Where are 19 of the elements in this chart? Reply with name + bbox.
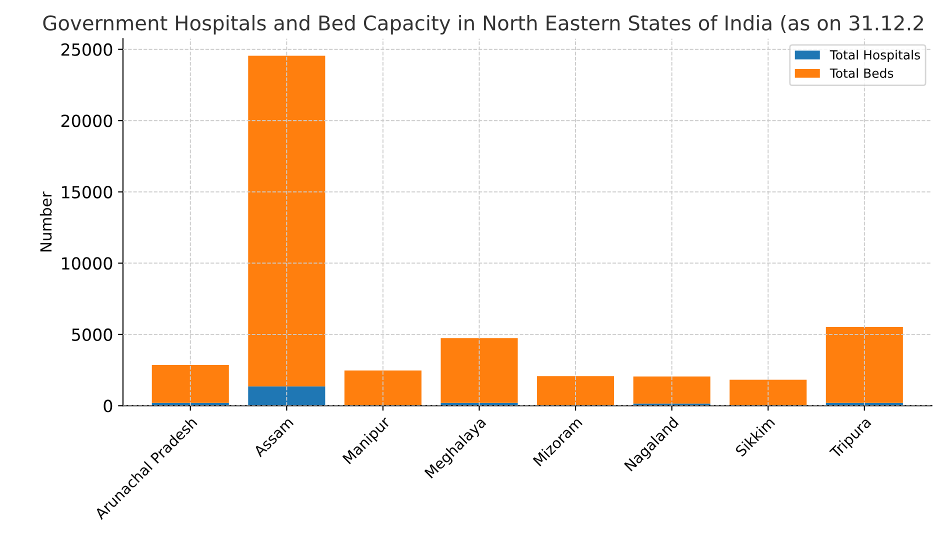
y-tick-label: 25000 <box>61 43 112 56</box>
y-axis-title: Number <box>40 191 52 252</box>
y-tick-label: 15000 <box>62 186 112 198</box>
y-tick-label: 0 <box>104 400 112 412</box>
bar <box>440 338 518 403</box>
legend-label: Total Beds <box>830 68 894 78</box>
y-tick-label: 10000 <box>62 257 112 270</box>
y-tick-label: 20000 <box>61 114 112 128</box>
legend-label: Total Hospitals <box>830 50 920 62</box>
bar <box>248 386 326 406</box>
bar <box>537 376 614 406</box>
bar <box>248 56 326 386</box>
bar <box>344 370 422 406</box>
bar <box>730 380 807 406</box>
bar <box>152 364 229 403</box>
chart-title: Government Hospitals and Bed Capacity in North Eastern States of India (as on 31.12.2 <box>43 15 923 34</box>
y-tick-label: 5000 <box>72 328 112 342</box>
bar <box>826 327 903 403</box>
bar <box>633 376 710 404</box>
